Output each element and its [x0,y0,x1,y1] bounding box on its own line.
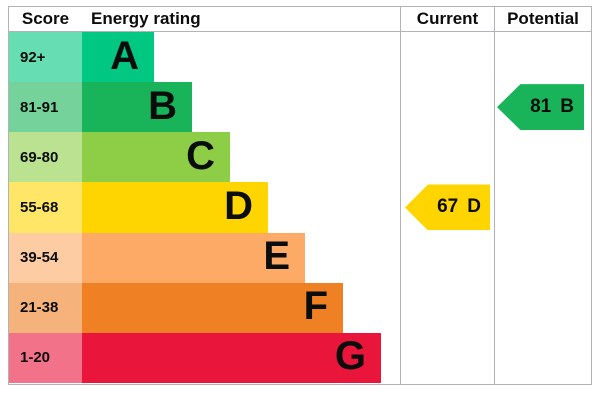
score-range-a: 92+ [9,32,82,83]
score-range-f: 21-38 [9,282,82,333]
band-bar-d: D [82,182,268,233]
potential-rating-score: 81 [530,96,552,118]
potential-rating-arrow: 81 B [497,84,584,131]
band-bar-b: B [82,82,192,133]
band-row-e: 39-54 E [9,232,400,283]
energy-rating-column-header: Energy rating [91,9,201,28]
potential-rating-band: B [560,96,574,118]
band-bar-f: F [82,282,343,333]
band-row-b: 81-91 B [9,82,400,133]
band-bar-a: A [82,32,154,83]
band-row-d: 55-68 D [9,182,400,233]
current-column-header: Current [400,7,494,31]
score-range-c: 69-80 [9,132,82,183]
band-bar-c: C [82,132,230,183]
bands-column: 92+ A 81-91 B 69-80 C 55-68 D 39-54 E 21… [9,32,400,384]
band-row-f: 21-38 F [9,282,400,333]
graph-body: 92+ A 81-91 B 69-80 C 55-68 D 39-54 E 21… [9,32,591,384]
band-letter-b: B [148,83,177,128]
band-row-g: 1-20 G [9,332,400,383]
band-letter-f: F [303,284,328,329]
score-range-e: 39-54 [9,232,82,283]
score-range-b: 81-91 [9,82,82,133]
current-rating-score: 67 [437,196,459,218]
band-bar-g: G [82,332,381,383]
band-letter-d: D [224,183,253,228]
potential-column-header: Potential [494,7,591,31]
band-row-c: 69-80 C [9,132,400,183]
band-letter-a: A [110,33,139,78]
band-row-a: 92+ A [9,32,400,83]
current-column: 67 D [400,32,494,384]
band-letter-e: E [263,234,290,279]
current-rating-band: D [467,196,481,218]
score-range-g: 1-20 [9,332,82,383]
score-column-header: Score [21,9,70,28]
band-letter-c: C [186,133,215,178]
band-bar-e: E [82,232,305,283]
graph-header-row: Score Energy rating Current Potential [9,7,591,32]
current-rating-arrow: 67 D [405,184,490,231]
potential-column: 81 B [494,32,591,384]
epc-rating-graph: Score Energy rating Current Potential 92… [8,6,592,385]
band-letter-g: G [334,334,366,379]
score-range-d: 55-68 [9,182,82,233]
